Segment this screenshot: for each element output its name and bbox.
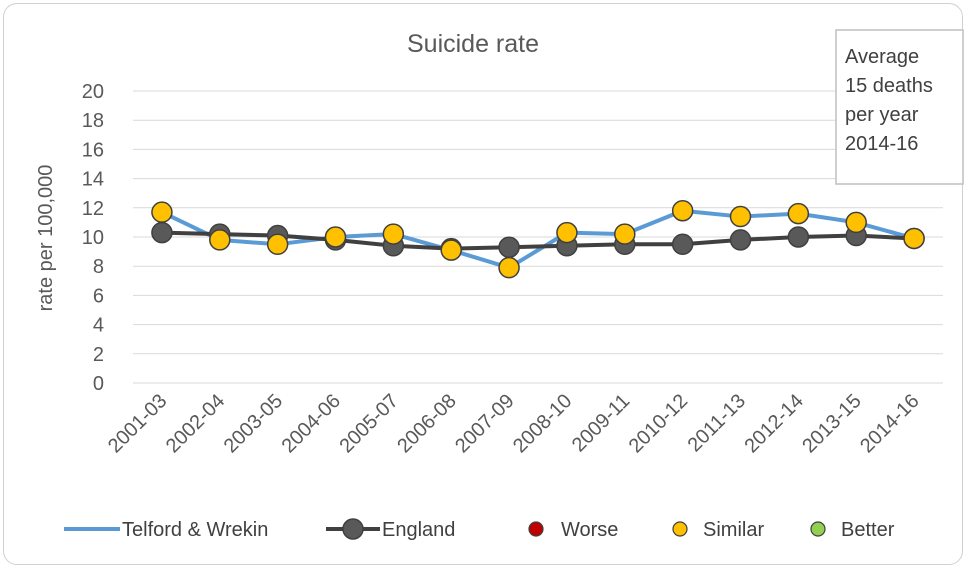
callout-line: Average xyxy=(845,46,919,68)
legend-swatch-better xyxy=(810,521,826,537)
x-axis-ticks: 2001-032002-042003-052004-062005-072006-… xyxy=(104,390,924,457)
legend-swatch-similar xyxy=(672,521,688,537)
chart-title: Suicide rate xyxy=(407,30,539,58)
telford-wrekin-point xyxy=(729,205,752,228)
telford-wrekin-point xyxy=(382,223,405,245)
y-tick-label: 14 xyxy=(82,169,104,191)
england-point xyxy=(671,233,694,256)
y-tick-label: 20 xyxy=(82,81,104,103)
y-axis-title: rate per 100,000 xyxy=(35,165,57,312)
y-tick-label: 2 xyxy=(93,344,104,366)
legend-label-worse: Worse xyxy=(561,519,618,541)
telford-wrekin-point xyxy=(787,202,810,225)
y-tick-label: 10 xyxy=(82,227,104,249)
england-point xyxy=(729,229,752,251)
x-tick-label: 2009-11 xyxy=(568,390,634,456)
telford-wrekin-point xyxy=(498,256,520,279)
y-tick-label: 0 xyxy=(93,373,104,395)
y-tick-label: 4 xyxy=(93,315,104,337)
chart-frame xyxy=(3,3,963,565)
x-tick-label: 2007-09 xyxy=(451,390,518,457)
callout-line: per year xyxy=(845,104,919,126)
x-tick-label: 2014-16 xyxy=(856,390,923,457)
legend-swatch-england-marker xyxy=(342,518,364,540)
england-point xyxy=(151,221,173,244)
x-tick-label: 2012-14 xyxy=(740,390,807,457)
x-tick-label: 2002-04 xyxy=(162,390,229,457)
y-tick-label: 6 xyxy=(93,285,104,307)
telford-wrekin-point xyxy=(151,201,173,223)
legend-label-better: Better xyxy=(841,519,895,541)
telford-wrekin-point xyxy=(556,221,578,244)
y-axis-ticks: 0 2 4 6 8 10 12 14 16 18 20 xyxy=(82,81,104,395)
x-tick-label: 2003-05 xyxy=(220,390,287,457)
telford-wrekin-point xyxy=(845,211,867,234)
legend: Telford & Wrekin England Worse Similar Bette… xyxy=(64,518,895,541)
x-tick-label: 2006-08 xyxy=(393,390,460,457)
callout-line: 15 deaths xyxy=(845,75,933,97)
x-tick-label: 2011-13 xyxy=(684,390,750,456)
england-point xyxy=(498,236,520,258)
legend-swatch-worse xyxy=(528,521,544,537)
x-tick-label: 2013-15 xyxy=(798,390,865,457)
legend-label-similar: Similar xyxy=(703,519,764,541)
telford-wrekin-point xyxy=(440,239,462,261)
y-tick-label: 16 xyxy=(82,139,104,161)
telford-wrekin-point xyxy=(209,229,231,251)
x-tick-label: 2004-06 xyxy=(278,390,345,457)
callout-box xyxy=(835,29,964,185)
y-tick-label: 8 xyxy=(93,256,104,278)
series-markers xyxy=(151,199,925,279)
telford-wrekin-point xyxy=(266,233,289,256)
telford-wrekin-point xyxy=(324,226,347,248)
x-tick-label: 2001-03 xyxy=(104,390,171,457)
england-point xyxy=(787,226,810,248)
annotation-callout: Average 15 deaths per year 2014-16 xyxy=(835,29,964,185)
callout-line: 2014-16 xyxy=(845,133,918,155)
telford-wrekin-point xyxy=(614,223,636,245)
telford-wrekin-point xyxy=(903,227,925,250)
y-tick-label: 18 xyxy=(82,110,104,132)
x-tick-label: 2005-07 xyxy=(335,390,402,457)
x-tick-label: 2010-12 xyxy=(625,390,692,457)
legend-label-england: England xyxy=(382,519,455,541)
legend-label-telford-wrekin: Telford & Wrekin xyxy=(122,519,268,541)
telford-wrekin-point xyxy=(671,199,694,222)
y-tick-label: 12 xyxy=(82,198,104,220)
x-tick-label: 2008-10 xyxy=(509,390,576,457)
